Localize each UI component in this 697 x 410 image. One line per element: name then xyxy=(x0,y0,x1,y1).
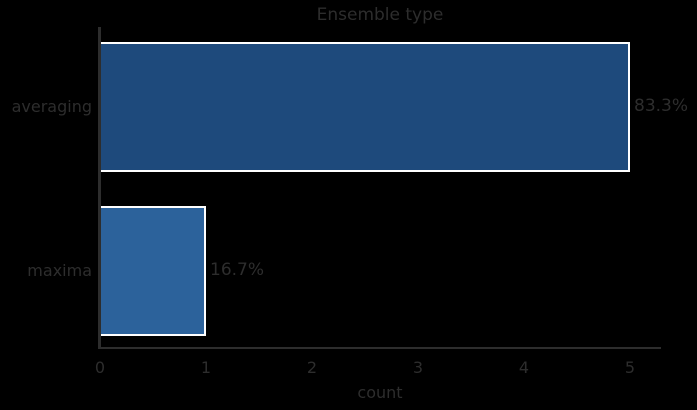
bar-maxima xyxy=(100,206,206,336)
x-tick-label-5: 5 xyxy=(624,358,636,377)
bar-averaging xyxy=(100,42,630,172)
x-tick-label-1: 1 xyxy=(200,358,212,377)
x-tick-label-4: 4 xyxy=(518,358,530,377)
x-tick-label-0: 0 xyxy=(94,358,106,377)
y-tick-label-averaging: averaging xyxy=(11,97,92,116)
chart-title: Ensemble type xyxy=(316,5,444,25)
bar-value-label: 83.3% xyxy=(634,96,689,116)
y-axis-spine xyxy=(98,27,101,349)
x-tick-label-3: 3 xyxy=(412,358,424,377)
x-axis-spine xyxy=(98,347,661,349)
x-axis-label: count xyxy=(357,383,403,402)
y-tick-label-maxima: maxima xyxy=(27,261,92,280)
x-tick-label-2: 2 xyxy=(306,358,318,377)
bar-value-label: 16.7% xyxy=(210,260,265,280)
